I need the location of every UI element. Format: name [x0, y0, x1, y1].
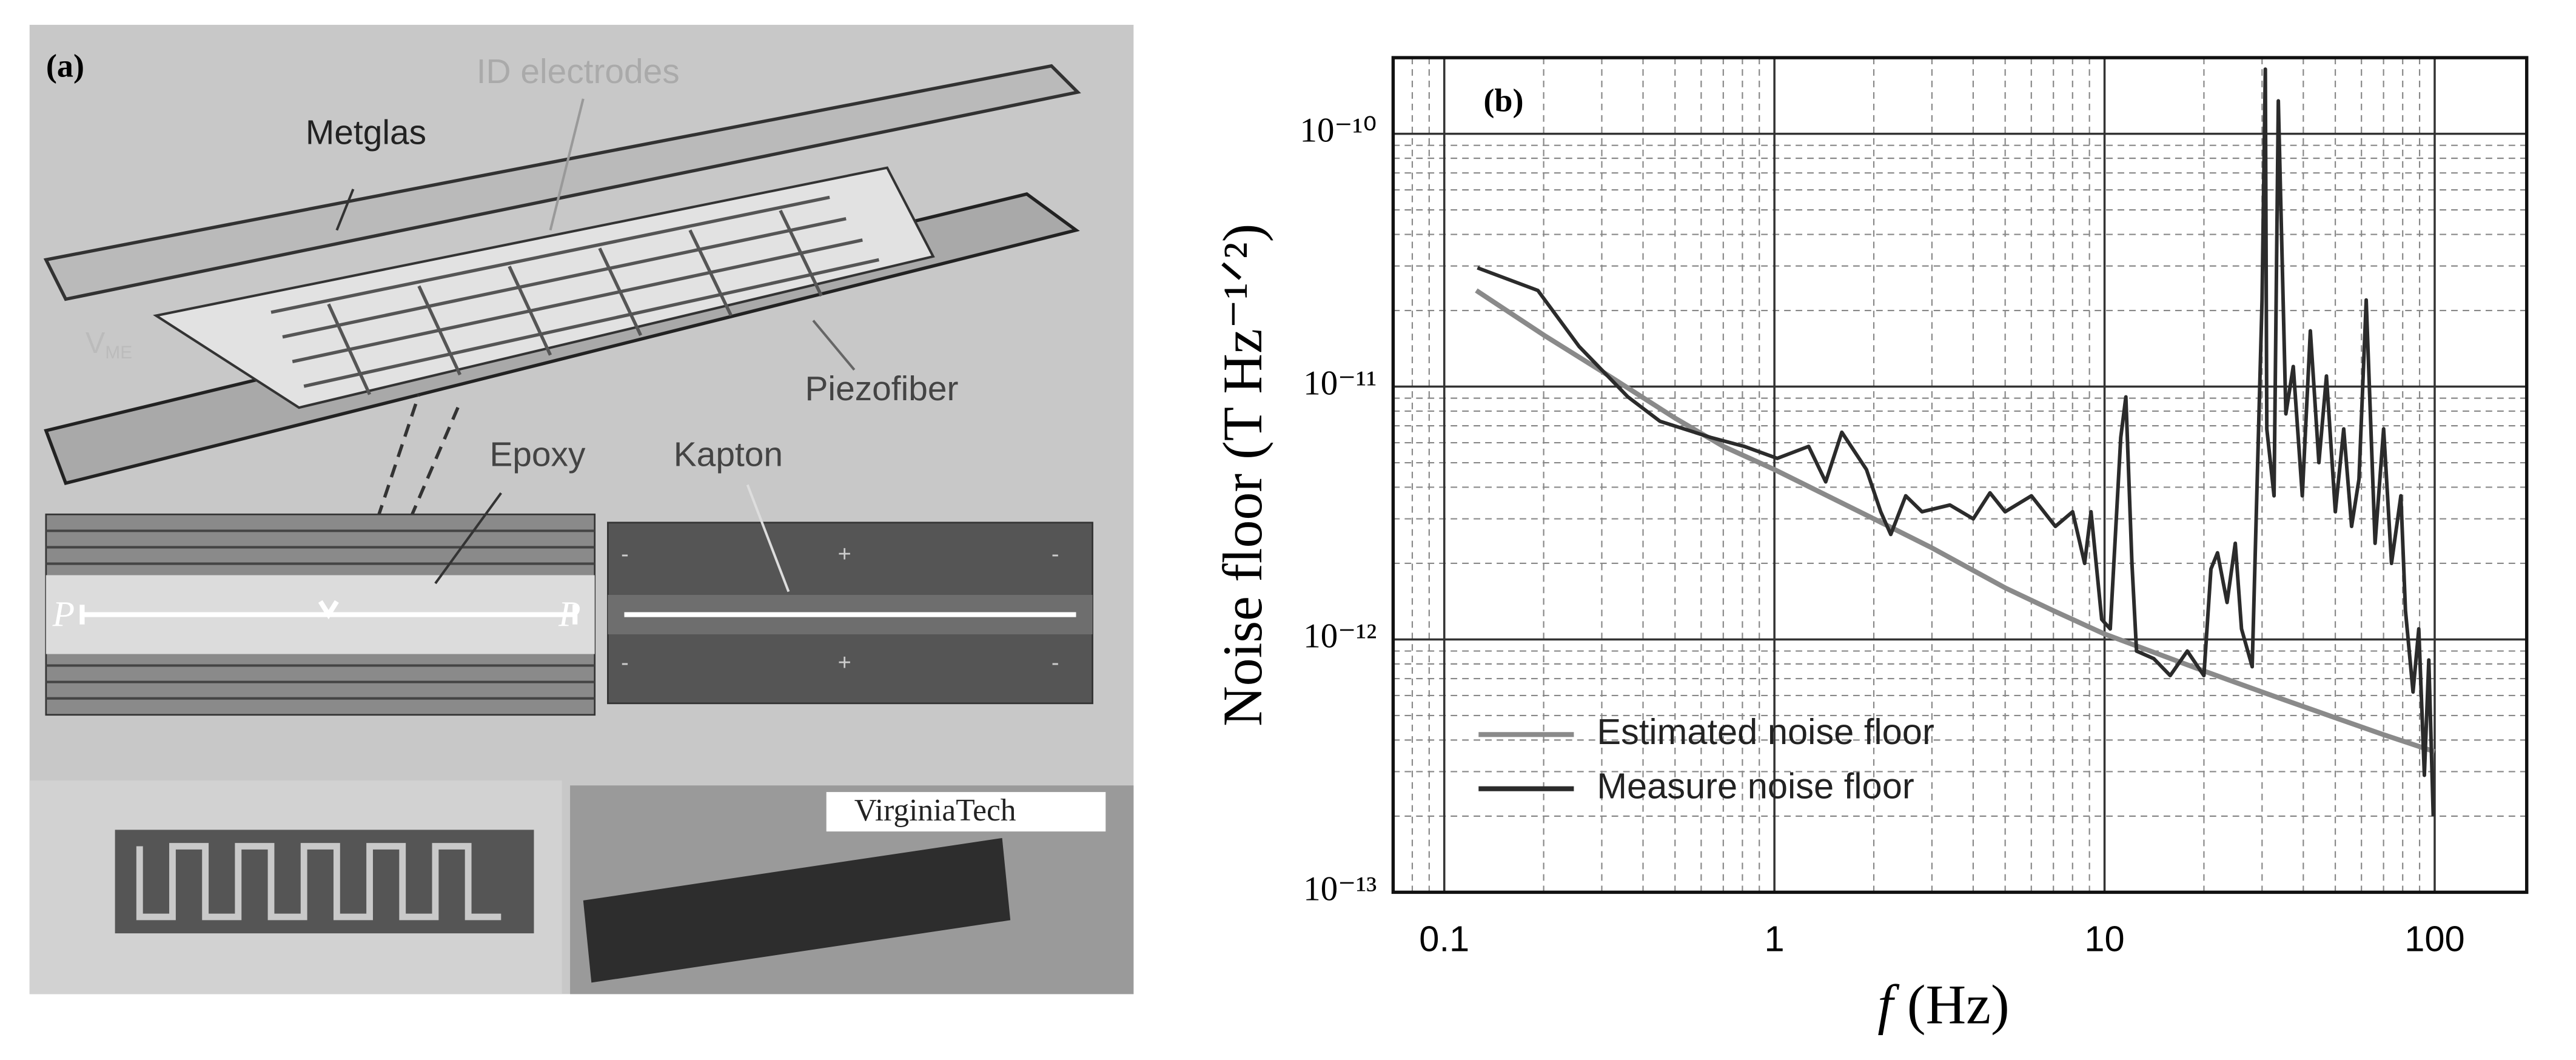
x-axis-label: f (Hz): [1877, 974, 2009, 1036]
section-stripes: [45, 529, 595, 700]
logo-box: [826, 792, 1106, 832]
label-subscript: ME: [105, 343, 132, 363]
panel-b: 0.1 1 10 100 10⁻¹³ 10⁻¹² 10⁻¹¹ 10⁻¹⁰ Estimated n…: [1212, 56, 2529, 1036]
label: Kapton: [674, 435, 783, 474]
dashed-link: [376, 394, 462, 518]
plot-frame: [1391, 56, 2529, 894]
sign: -: [1052, 650, 1059, 676]
panel-a: (a) ID electrodes Metglas Piezofiber Epo…: [29, 24, 1134, 995]
panel-label: (a): [46, 48, 84, 84]
label: Metglas: [306, 113, 426, 152]
plot-area: [1393, 58, 2527, 893]
pointer: [812, 320, 856, 371]
photo-serpentine: [136, 843, 501, 921]
legend-label: Estimated noise floor: [1597, 711, 1934, 752]
sign: +: [838, 542, 851, 567]
sign: +: [838, 650, 851, 676]
logo: VirginiaTech: [854, 793, 1016, 828]
pointer: [434, 492, 502, 585]
sign: -: [621, 650, 629, 676]
y-axis-label: Noise floor (T Hz⁻¹ᐟ²): [1212, 224, 1273, 726]
series-line: [1475, 288, 2436, 754]
y-tick-label: 10⁻¹³: [1303, 870, 1377, 908]
label: P: [558, 594, 580, 634]
x-axis-unit: (Hz): [1907, 974, 2010, 1036]
pointer: [549, 98, 585, 231]
x-tick-label: 10: [2084, 918, 2124, 959]
polarization-arrow: [79, 600, 578, 625]
sign: -: [621, 542, 629, 567]
panel-label: (b): [1483, 82, 1523, 118]
label: Piezofiber: [805, 369, 959, 408]
y-tick-label: 10⁻¹¹: [1303, 364, 1377, 403]
photo-strip: [583, 837, 1011, 983]
label: Epoxy: [489, 435, 586, 474]
y-tick-label: 10⁻¹²: [1303, 617, 1377, 656]
label: P: [52, 594, 75, 634]
x-axis-symbol: f: [1877, 974, 1900, 1036]
label: ID electrodes: [477, 52, 680, 91]
series-line: [1477, 67, 2435, 817]
legend-label: Measure noise floor: [1597, 765, 1914, 806]
y-tick-label: 10⁻¹⁰: [1300, 112, 1377, 150]
pointer: [746, 484, 790, 592]
pointer: [335, 189, 355, 231]
kapton-signs: - + - - + -: [621, 542, 1059, 676]
electrode-grid: [270, 195, 879, 395]
x-tick-label: 0.1: [1419, 918, 1469, 959]
photo-device: [115, 830, 534, 934]
label: VME: [86, 327, 132, 363]
x-tick-label: 100: [2404, 918, 2464, 959]
label-symbol: V: [86, 327, 106, 360]
sign: -: [1052, 542, 1059, 567]
x-tick-label: 1: [1765, 918, 1785, 959]
